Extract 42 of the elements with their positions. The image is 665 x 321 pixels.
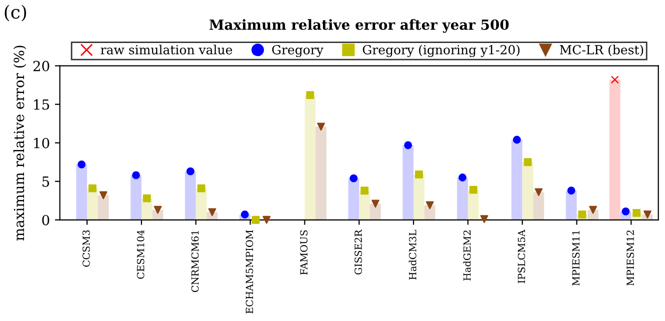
x-tick-label: MPIESM12 (626, 230, 634, 286)
bar (98, 195, 109, 220)
bar (402, 145, 414, 220)
bar (130, 175, 142, 220)
bar (533, 192, 544, 220)
y-axis-title: maximum relative error (%) (13, 46, 26, 241)
y-tick-label: 20 (33, 60, 50, 72)
y-tick-label: 0 (42, 214, 50, 226)
bar (370, 204, 381, 220)
x-tick-label: CNRMCM61 (191, 230, 199, 292)
legend-label: Gregory (272, 45, 324, 58)
legend-label: MC-LR (best) (560, 44, 644, 56)
bar (424, 205, 436, 220)
legend-label: Gregory (ignoring y1-20) (362, 44, 520, 58)
bar (522, 162, 534, 220)
bar (304, 95, 316, 220)
bar (87, 188, 98, 220)
legend-label: raw simulation value (100, 44, 232, 54)
text: (c) (4, 4, 26, 22)
x-tick-label: IPSLCM5A (518, 230, 526, 284)
x-tick-label: CCSM3 (82, 230, 90, 267)
bar (457, 178, 468, 220)
bar (316, 126, 326, 220)
x-tick-label: HadGEM2 (463, 230, 471, 281)
bar (348, 178, 360, 220)
x-tick-label: CESM104 (136, 230, 144, 279)
bar (609, 80, 620, 220)
bar (359, 190, 370, 220)
bar (511, 140, 522, 220)
x-tick-label: ECHAM5MPIOM (246, 230, 254, 314)
x-tick-label: MPIESM11 (572, 230, 580, 286)
x-tick-label: HadCM3L (408, 230, 416, 280)
y-tick-label: 5 (42, 176, 50, 187)
y-tick-label: 10 (34, 138, 50, 148)
x-tick-label: GISSE2R (354, 229, 362, 274)
bar (184, 171, 196, 220)
y-tick-label: 15 (34, 99, 50, 110)
chart-title: Maximum relative error after year 500 (209, 19, 509, 33)
x-tick-label: FAMOUS (300, 230, 308, 275)
bar (76, 164, 88, 220)
bar (196, 188, 207, 220)
bar (414, 174, 424, 220)
